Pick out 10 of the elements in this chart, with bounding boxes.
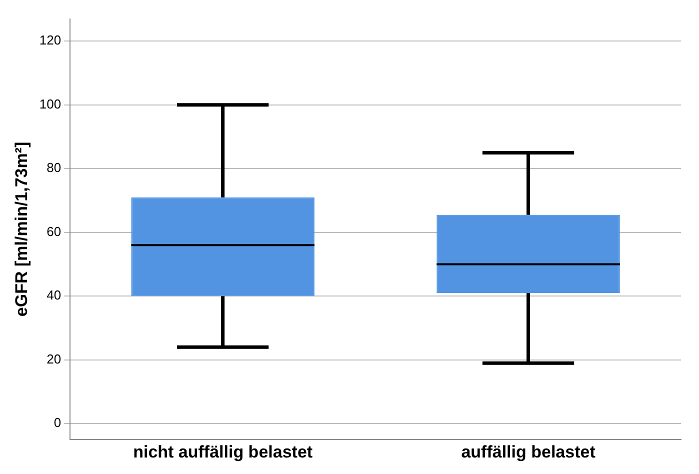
y-tick-label: 100 — [39, 96, 62, 112]
y-tick-label: 80 — [46, 160, 62, 176]
y-tick-label: 40 — [46, 288, 62, 303]
x-tick-label: nicht auffällig belastet — [133, 442, 313, 462]
y-tick-label: 0 — [54, 415, 62, 430]
y-tick-label: 20 — [46, 351, 62, 366]
y-tick-label: 60 — [46, 224, 62, 239]
y-axis-title: eGFR [ml/min/1,73m²] — [12, 142, 31, 317]
x-tick-label: auffällig belastet — [461, 442, 596, 462]
y-tick-label: 120 — [39, 32, 62, 48]
